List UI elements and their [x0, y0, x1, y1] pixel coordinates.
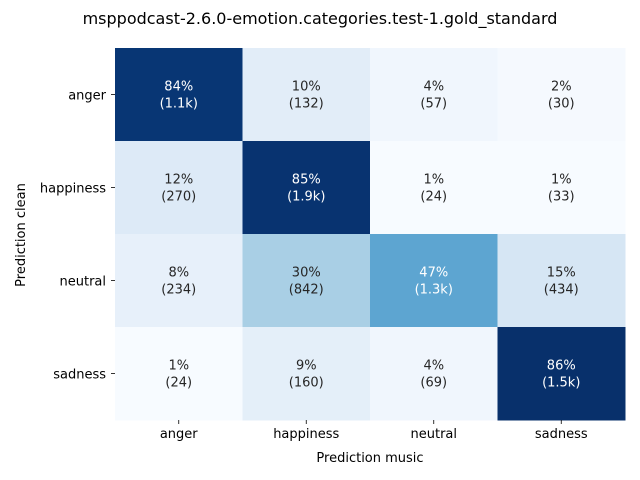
- cell-happiness-happiness: [242, 141, 371, 235]
- cell-happiness-neutral: [370, 141, 498, 235]
- cell-label: 47% (1.3k): [415, 266, 453, 298]
- cell-label: 1% (33): [548, 173, 575, 205]
- cell-label: 85% (1.9k): [287, 173, 325, 205]
- cell-sadness-anger: [115, 327, 243, 421]
- cell-label: 1% (24): [165, 359, 192, 391]
- cell-neutral-neutral: [370, 234, 498, 328]
- cell-label: 4% (69): [420, 359, 447, 391]
- cell-label: 84% (1.1k): [160, 80, 198, 112]
- cell-neutral-sadness: [497, 234, 626, 328]
- cell-anger-anger: [115, 48, 243, 142]
- cell-label: 15% (434): [544, 266, 579, 298]
- cell-label: 2% (30): [548, 80, 575, 112]
- y-tick-label-happiness: happiness: [40, 182, 106, 197]
- cell-label: 86% (1.5k): [542, 359, 580, 391]
- cell-neutral-anger: [115, 234, 243, 328]
- cell-sadness-happiness: [242, 327, 371, 421]
- cell-label: 10% (132): [289, 80, 324, 112]
- cell-label: 8% (234): [161, 266, 196, 298]
- cell-sadness-sadness: [497, 327, 626, 421]
- cell-label: 12% (270): [161, 173, 196, 205]
- x-tick-label-neutral: neutral: [411, 427, 458, 442]
- y-tick-label-neutral: neutral: [60, 275, 107, 290]
- y-axis-label: Prediction clean: [14, 183, 29, 287]
- heatmap-cells: 84% (1.1k) 10% (132) 4% (57) 2% (30) 12% (270) 85%…: [115, 48, 626, 421]
- cell-happiness-sadness: [497, 141, 626, 235]
- cell-label: 9% (160): [289, 359, 324, 391]
- y-tick-label-anger: anger: [68, 89, 106, 104]
- chart-title: msppodcast-2.6.0-emotion.categories.test…: [83, 9, 558, 29]
- axis-ticks: anger happiness neutral sadness anger happine…: [40, 89, 588, 443]
- cell-happiness-anger: [115, 141, 243, 235]
- cell-anger-happiness: [242, 48, 371, 142]
- x-tick-label-happiness: happiness: [273, 427, 339, 442]
- x-axis-label: Prediction music: [316, 451, 423, 466]
- cell-label: 30% (842): [289, 266, 324, 298]
- y-tick-label-sadness: sadness: [53, 368, 106, 383]
- cell-anger-neutral: [370, 48, 498, 142]
- cell-label: 4% (57): [420, 80, 447, 112]
- cell-neutral-happiness: [242, 234, 371, 328]
- x-tick-label-anger: anger: [160, 427, 198, 442]
- cell-sadness-neutral: [370, 327, 498, 421]
- cell-label: 1% (24): [420, 173, 447, 205]
- cell-anger-sadness: [497, 48, 626, 142]
- x-tick-label-sadness: sadness: [535, 427, 588, 442]
